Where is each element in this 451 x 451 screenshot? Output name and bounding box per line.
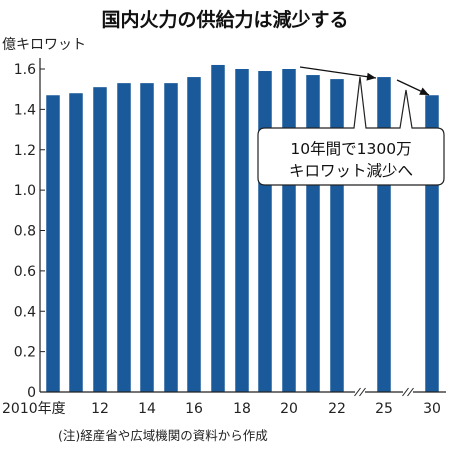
axis-break-mark [407, 387, 414, 397]
y-tick-label: 1.0 [14, 183, 36, 199]
bar-2022 [330, 79, 344, 392]
bar-2018 [235, 69, 249, 392]
x-ticks: 2010年度 12 14 16 18 20 22 25 30 [2, 401, 441, 417]
y-ticks: 0 0.2 0.4 0.6 0.8 1.0 1.2 1.4 1.6 [14, 62, 45, 401]
x-tick-label: 2010年度 [2, 401, 66, 417]
bar-2012 [93, 87, 107, 392]
x-tick-label: 20 [280, 401, 298, 417]
trend-arrow-1 [299, 66, 377, 79]
y-tick-label: 1.2 [14, 143, 36, 159]
y-tick-label: 1.4 [14, 102, 36, 118]
axis-break-mark [354, 387, 361, 397]
axis-break-gap [355, 390, 365, 395]
bar-2014 [140, 83, 154, 392]
chart-title: 国内火力の供給力は減少する [101, 8, 348, 31]
callout-line-2: キロワット減少へ [289, 162, 413, 180]
x-tick-label: 22 [328, 401, 346, 417]
y-axis-label: 億キロワット [2, 37, 86, 53]
x-tick-label: 14 [138, 401, 156, 417]
axis-breaks [354, 387, 414, 397]
axis-break-gap [403, 390, 413, 395]
bar-2020 [282, 69, 296, 392]
bar-2015 [164, 83, 178, 392]
axis-break-mark [359, 387, 366, 397]
y-tick-label: 0.4 [14, 304, 36, 320]
bar-2025 [377, 77, 391, 392]
callout-box [257, 76, 445, 186]
trend-arrow-2-head [419, 87, 429, 95]
x-tick-label: 30 [423, 401, 441, 417]
axis-break-mark [402, 387, 409, 397]
bar-2021 [306, 75, 320, 393]
trend-arrow-1-head [366, 72, 376, 81]
callout-line-1: 10年間で1300万 [290, 140, 411, 158]
bar-2013 [117, 83, 131, 392]
y-tick-label: 0.2 [14, 345, 36, 361]
y-tick-label: 1.6 [14, 62, 36, 78]
bars [39, 58, 446, 393]
x-tick-label: 16 [185, 401, 203, 417]
source-note: (注)経産省や広域機関の資料から作成 [58, 428, 268, 443]
x-tick-label: 25 [375, 401, 393, 417]
bar-2011 [69, 93, 83, 392]
x-tick-label: 12 [91, 401, 109, 417]
y-tick-label: 0.8 [14, 224, 36, 240]
bar-2017 [211, 64, 225, 393]
bar-2016 [187, 77, 201, 392]
y-tick-label: 0 [27, 385, 36, 401]
y-tick-label: 0.6 [14, 264, 36, 280]
x-tick-label: 18 [233, 401, 251, 417]
bar-2019 [258, 71, 272, 393]
bar-2010 [46, 95, 60, 393]
